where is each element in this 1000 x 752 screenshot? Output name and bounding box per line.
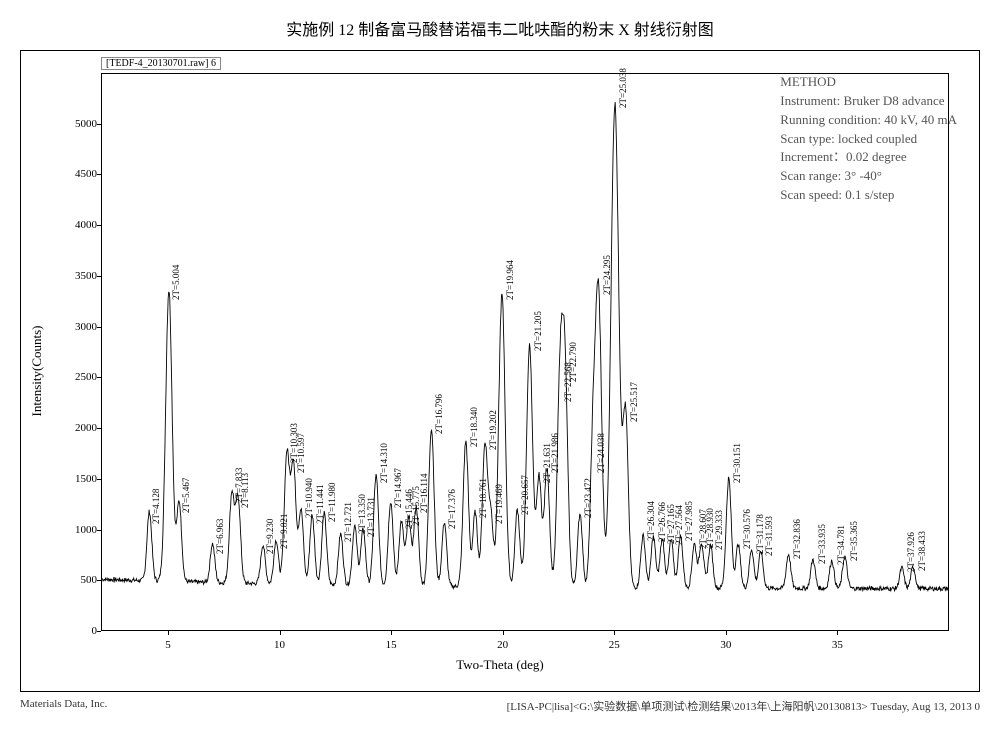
- peak-label: 2T=25.038: [618, 68, 628, 108]
- peak-label: 2T=26.304: [646, 501, 656, 541]
- peak-label: 2T=18.761: [478, 479, 488, 519]
- peak-label: 2T=9.821: [279, 514, 289, 549]
- peak-label: 2T=27.985: [684, 501, 694, 541]
- peak-label: 2T=14.310: [379, 443, 389, 483]
- y-tick-label: 2000: [75, 422, 97, 434]
- x-tick-label: 20: [497, 639, 508, 651]
- peak-label: 2T=21.205: [533, 311, 543, 351]
- peak-label: 2T=23.472: [583, 479, 593, 519]
- y-axis-label: Intensity(Counts): [29, 326, 45, 417]
- peak-label: 2T=30.151: [732, 443, 742, 483]
- peak-label: 2T=37.926: [906, 532, 916, 572]
- peak-label: 2T=9.230: [265, 519, 275, 554]
- peak-label: 2T=33.935: [817, 524, 827, 564]
- peak-label: 2T=38.433: [917, 531, 927, 571]
- peak-label: 2T=19.469: [494, 484, 504, 524]
- peak-label: 2T=6.963: [215, 519, 225, 554]
- peak-label: 2T=24.295: [602, 255, 612, 295]
- peak-label: 2T=11.441: [315, 484, 325, 524]
- y-tick-label: 1500: [75, 473, 97, 485]
- peak-label: 2T=17.376: [447, 489, 457, 529]
- x-tick-label: 35: [832, 639, 843, 651]
- peak-label: 2T=30.576: [742, 509, 752, 549]
- x-tick-label: 30: [720, 639, 731, 651]
- peak-label: 2T=31.593: [764, 516, 774, 556]
- y-tick-label: 2500: [75, 371, 97, 383]
- peak-label: 2T=20.657: [520, 476, 530, 516]
- footer-left: Materials Data, Inc.: [20, 698, 107, 714]
- x-axis-label: Two-Theta (deg): [456, 657, 544, 673]
- y-tick-label: 3500: [75, 270, 97, 282]
- peak-label: 2T=16.114: [419, 474, 429, 514]
- y-tick-label: 500: [81, 574, 98, 586]
- y-tick-label: 4500: [75, 168, 97, 180]
- peak-label: 2T=10.940: [304, 479, 314, 519]
- peak-label: 2T=29.333: [714, 510, 724, 550]
- y-tick-label: 1000: [75, 524, 97, 536]
- y-tick-label: 5000: [75, 118, 97, 130]
- peak-label: 2T=34.781: [836, 525, 846, 565]
- peak-label: 2T=12.721: [343, 502, 353, 542]
- footer-right: [LISA-PC|lisa]<G:\实验数据\单项测试\检测结果\2013年\上…: [507, 698, 980, 714]
- peak-label: 2T=32.836: [792, 519, 802, 559]
- x-tick-label: 5: [165, 639, 171, 651]
- y-tick-label: 4000: [75, 219, 97, 231]
- x-tick-label: 25: [609, 639, 620, 651]
- peak-label: 2T=4.128: [151, 488, 161, 523]
- peak-label: 2T=35.365: [849, 521, 859, 561]
- peak-label: 2T=19.964: [505, 261, 515, 301]
- footer: Materials Data, Inc. [LISA-PC|lisa]<G:\实…: [20, 698, 980, 714]
- peak-label: 2T=5.467: [181, 478, 191, 513]
- page-title: 实施例 12 制备富马酸替诺福韦二吡呋酯的粉末 X 射线衍射图: [20, 16, 980, 40]
- x-tick-label: 15: [386, 639, 397, 651]
- peak-label: 2T=22.790: [568, 342, 578, 382]
- peak-label: 2T=27.564: [674, 505, 684, 545]
- peak-label: 2T=8.113: [240, 473, 250, 508]
- peak-label: 2T=25.517: [629, 382, 639, 422]
- peak-label: 2T=21.986: [550, 433, 560, 473]
- peak-label: 2T=19.202: [488, 411, 498, 451]
- peak-label: 2T=10.597: [296, 433, 306, 473]
- peak-label: 2T=5.004: [171, 265, 181, 300]
- y-tick-label: 3000: [75, 321, 97, 333]
- peak-label: 2T=14.967: [393, 468, 403, 508]
- peak-label: 2T=13.731: [366, 497, 376, 537]
- peak-label: 2T=18.340: [469, 408, 479, 448]
- peak-label: 2T=16.796: [434, 394, 444, 434]
- peak-label: 2T=24.038: [596, 433, 606, 473]
- peak-label: 2T=11.980: [327, 482, 337, 522]
- file-label: [TEDF-4_20130701.raw] 6: [101, 57, 221, 70]
- x-tick-label: 10: [274, 639, 285, 651]
- chart-container: [TEDF-4_20130701.raw] 6 METHOD Instrumen…: [20, 50, 980, 692]
